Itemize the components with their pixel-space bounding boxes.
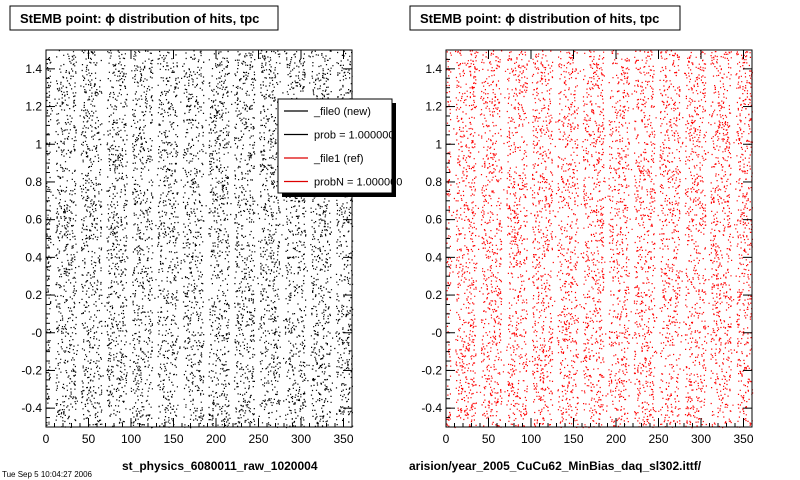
y-tick-label: 1.4 — [25, 62, 42, 76]
y-tick-label: -0 — [31, 326, 42, 340]
y-tick-label: -0.2 — [421, 363, 442, 377]
scatter-point-cloud — [446, 50, 754, 429]
y-tick-label: 0.8 — [425, 175, 442, 189]
x-tick-label: 300 — [291, 432, 311, 446]
y-tick-label: 1 — [35, 137, 42, 151]
left-title: StEMB point: ϕ distribution of hits, tpc — [20, 11, 259, 26]
legend-entry-label: prob = 1.000000 — [314, 130, 394, 142]
y-tick-label: 0.8 — [25, 175, 42, 189]
y-tick-label: -0.4 — [421, 401, 442, 415]
legend-box — [277, 98, 393, 194]
left-footer: st_physics_6080011_raw_1020004 — [122, 459, 318, 473]
y-tick-label: 0.4 — [425, 250, 442, 264]
left-title-box — [9, 5, 279, 31]
x-tick-label: 50 — [82, 432, 96, 446]
legend-entry-label: probN = 1.000000 — [314, 177, 402, 189]
right-title: StEMB point: ϕ distribution of hits, tpc — [420, 11, 659, 26]
legend-entry-label: _file0 (new) — [313, 106, 371, 118]
timestamp: Tue Sep 5 10:04:27 2006 — [2, 470, 93, 479]
right-x-axis: 0 50 100 150 200 250 300 350 — [443, 50, 754, 446]
right-footer: arision/year_2005_CuCu62_MinBias_daq_sl3… — [409, 459, 702, 473]
y-tick-label: 0.2 — [425, 288, 442, 302]
x-tick-label: 100 — [121, 432, 141, 446]
y-tick-label: 0.6 — [425, 213, 442, 227]
y-tick-label: 0.4 — [25, 250, 42, 264]
x-tick-label: 350 — [333, 432, 353, 446]
y-tick-label: -0.4 — [21, 401, 42, 415]
y-tick-label: -0.2 — [21, 363, 42, 377]
y-tick-label: 0.6 — [25, 213, 42, 227]
x-tick-label: 300 — [691, 432, 711, 446]
x-tick-label: 150 — [163, 432, 183, 446]
y-tick-label: 0.2 — [25, 288, 42, 302]
x-tick-label: 350 — [733, 432, 753, 446]
x-tick-label: 250 — [248, 432, 268, 446]
y-tick-label: -0 — [431, 326, 442, 340]
x-tick-label: 100 — [521, 432, 541, 446]
y-tick-label: 1.2 — [25, 100, 42, 114]
y-tick-label: 1.2 — [425, 100, 442, 114]
legend-entry-label: _file1 (ref) — [313, 153, 364, 165]
x-tick-label: 250 — [648, 432, 668, 446]
y-tick-label: 1.4 — [425, 62, 442, 76]
x-tick-label: 200 — [606, 432, 626, 446]
x-tick-label: 50 — [482, 432, 496, 446]
right-scatter-points — [446, 50, 754, 429]
x-tick-label: 0 — [43, 432, 50, 446]
left-y-axis: -0.4 -0.2 -0 0.2 0.4 0.6 0.8 1 1.2 1.4 — [21, 49, 352, 428]
x-tick-label: 150 — [563, 432, 583, 446]
left-x-axis: 0 50 100 150 200 250 300 350 — [43, 50, 354, 446]
right-y-axis: -0.4 -0.2 -0 0.2 0.4 0.6 0.8 1 1.2 1.4 — [421, 49, 752, 428]
legend: _file0 (new) prob = 1.000000 _file1 (ref) p… — [277, 98, 402, 197]
x-tick-label: 0 — [443, 432, 450, 446]
y-tick-label: 1 — [435, 137, 442, 151]
x-tick-label: 200 — [206, 432, 226, 446]
right-panel: StEMB point: ϕ distribution of hits, tpc… — [409, 5, 754, 473]
right-title-box — [409, 5, 681, 31]
left-panel: StEMB point: ϕ distribution of hits, tpc… — [9, 5, 354, 473]
